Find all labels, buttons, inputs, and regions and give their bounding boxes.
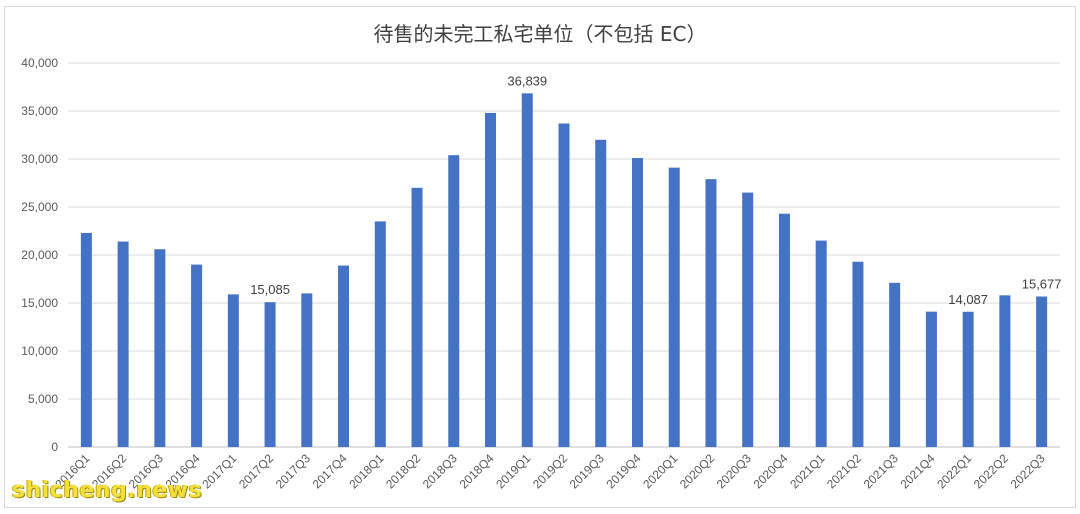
bar [521, 93, 533, 448]
y-tick-label: 30,000 [21, 152, 58, 166]
x-tick-label: 2019Q2 [530, 451, 570, 491]
x-tick-label: 2017Q1 [199, 451, 239, 491]
x-tick-label: 2017Q4 [310, 451, 350, 491]
bar [631, 158, 643, 448]
y-tick-label: 20,000 [21, 248, 58, 262]
y-axis: 0 5,000 10,000 15,000 20,000 25,000 30,000 35,0… [21, 56, 58, 454]
data-label: 15,677 [1022, 277, 1062, 292]
bar [558, 123, 570, 447]
data-label: 36,839 [507, 73, 547, 88]
x-tick-label: 2017Q3 [273, 451, 313, 491]
y-tick-label: 35,000 [21, 104, 58, 118]
bar [705, 179, 717, 447]
x-tick-label: 2021Q1 [787, 451, 827, 491]
y-tick-label: 5,000 [28, 392, 58, 406]
bar [889, 282, 901, 447]
bar [778, 213, 790, 447]
y-tick-label: 10,000 [21, 344, 58, 358]
bar [338, 265, 350, 447]
bar [852, 261, 864, 447]
x-tick-label: 2022Q2 [971, 451, 1011, 491]
x-tick-label: 2021Q3 [861, 451, 901, 491]
bar [742, 192, 754, 447]
y-tick-label: 15,000 [21, 296, 58, 310]
bar [448, 155, 460, 447]
bar [227, 294, 239, 447]
y-tick-label: 40,000 [21, 56, 58, 70]
y-tick-label: 25,000 [21, 200, 58, 214]
bar [815, 240, 827, 447]
x-tick-label: 2019Q3 [567, 451, 607, 491]
data-label: 15,085 [250, 282, 290, 297]
x-tick-label: 2020Q4 [750, 451, 790, 491]
x-tick-label: 2022Q1 [934, 451, 974, 491]
bar [595, 139, 607, 448]
watermark: shicheng.news [12, 478, 203, 503]
bar [374, 221, 386, 447]
x-tick-label: 2021Q4 [897, 451, 937, 491]
bars [80, 93, 1048, 448]
bar [411, 187, 423, 448]
bar [962, 311, 974, 447]
y-tick-label: 0 [51, 440, 58, 454]
x-tick-label: 2018Q4 [457, 451, 497, 491]
bar [191, 264, 203, 447]
bar [154, 249, 166, 447]
bar [485, 112, 497, 448]
bar [668, 167, 680, 447]
x-tick-label: 2021Q2 [824, 451, 864, 491]
bar [301, 293, 313, 447]
bar [117, 241, 129, 447]
bar [264, 302, 276, 447]
data-label: 14,087 [948, 292, 988, 307]
x-tick-label: 2020Q2 [677, 451, 717, 491]
data-labels: 15,085 36,839 14,087 15,677 [250, 73, 1061, 306]
bar [925, 311, 937, 447]
x-tick-label: 2019Q4 [604, 451, 644, 491]
x-tick-label: 2018Q2 [383, 451, 423, 491]
x-tick-label: 2019Q1 [493, 451, 533, 491]
x-tick-label: 2020Q3 [714, 451, 754, 491]
x-tick-label: 2018Q3 [420, 451, 460, 491]
x-tick-label: 2022Q3 [1008, 451, 1048, 491]
bar [80, 232, 92, 447]
x-tick-label: 2017Q2 [236, 451, 276, 491]
bar [1036, 296, 1048, 447]
x-tick-label: 2018Q1 [346, 451, 386, 491]
bar [999, 295, 1011, 447]
x-tick-label: 2020Q1 [640, 451, 680, 491]
chart-title: 待售的未完工私宅单位（不包括 EC） [373, 22, 707, 46]
